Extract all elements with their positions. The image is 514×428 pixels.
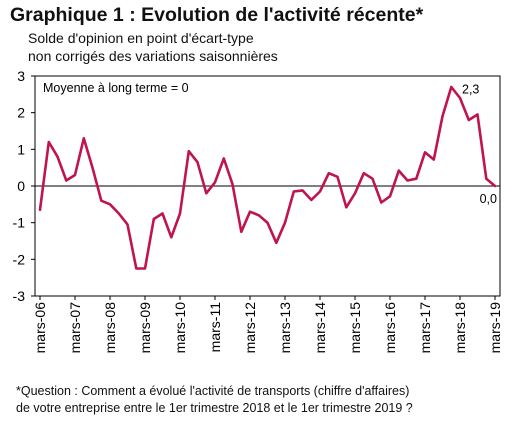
data-point <box>301 189 304 192</box>
data-point <box>354 192 356 195</box>
x-tick-label: mars-08 <box>102 302 118 354</box>
chart-title: Graphique 1 : Evolution de l'activité ré… <box>10 4 424 26</box>
x-tick-label: mars-17 <box>417 302 433 354</box>
data-point <box>214 181 216 184</box>
chart-axes: -3 -2 -1 0 1 2 3 mars-06 mars-07 mars-08 mars-09 ma… <box>13 68 503 353</box>
chart-labels: Moyenne à long terme = 0 2,3 0,0 <box>43 81 497 206</box>
data-point <box>170 236 173 239</box>
data-point <box>91 166 94 169</box>
x-tick-label: mars-13 <box>277 302 293 354</box>
x-tick-label: mars-12 <box>242 302 258 354</box>
data-point <box>100 199 103 202</box>
footnote-line1: *Question : Comment a évolué l'activité … <box>16 384 410 398</box>
data-point <box>336 175 339 178</box>
data-point <box>432 158 435 161</box>
long-term-mean-annotation: Moyenne à long terme = 0 <box>43 81 189 95</box>
data-point <box>319 190 321 193</box>
series-line <box>38 85 497 270</box>
x-tick-label: mars-10 <box>172 302 188 354</box>
data-point <box>144 267 146 270</box>
data-point <box>152 218 155 220</box>
y-tick-label: -1 <box>13 215 26 231</box>
x-tick-label: mars-15 <box>347 302 363 354</box>
data-point <box>275 241 278 244</box>
x-tick-label: mars-09 <box>137 302 153 354</box>
data-point <box>196 161 199 164</box>
data-point <box>65 179 68 182</box>
footnote-line2: de votre entreprise entre le 1er trimest… <box>16 401 413 415</box>
data-point <box>179 212 181 215</box>
data-point <box>126 223 129 226</box>
data-point <box>467 119 470 121</box>
data-point <box>257 214 260 217</box>
data-point <box>222 157 225 160</box>
data-point <box>450 86 453 88</box>
x-tick-label: mars-06 <box>32 302 48 354</box>
data-point <box>47 141 50 143</box>
data-point <box>205 192 208 195</box>
data-point <box>56 155 59 158</box>
chart-series <box>38 85 497 270</box>
chart-subtitle-line1: Solde d'opinion en point d'écart-type <box>28 30 254 46</box>
data-point <box>380 201 383 204</box>
x-tick-label: mars-07 <box>67 302 83 354</box>
y-tick-label: 1 <box>17 141 25 157</box>
data-point <box>327 172 330 175</box>
data-label-peak: 2,3 <box>462 83 479 97</box>
y-tick-label: 2 <box>17 105 25 121</box>
x-tick-label: mars-14 <box>312 302 328 354</box>
data-point <box>389 195 391 198</box>
data-point <box>362 172 365 175</box>
x-tick-label: mars-18 <box>452 302 468 354</box>
data-point <box>494 185 496 187</box>
data-point <box>135 267 138 270</box>
data-point <box>371 177 374 180</box>
data-point <box>109 203 111 206</box>
y-tick-label: 3 <box>17 68 25 84</box>
x-tick-label: mars-19 <box>487 302 503 354</box>
data-point <box>345 206 348 209</box>
data-point <box>476 113 479 116</box>
x-tick-label: mars-11 <box>207 302 223 353</box>
y-tick-label: -3 <box>13 288 26 304</box>
data-label-last: 0,0 <box>480 192 497 206</box>
data-point <box>187 150 190 153</box>
data-point <box>441 115 444 118</box>
y-tick-label: 0 <box>17 178 25 194</box>
data-point <box>284 221 286 224</box>
data-point <box>266 221 269 224</box>
x-tick-label: mars-16 <box>382 302 398 354</box>
data-point <box>74 174 76 176</box>
data-point <box>249 210 251 213</box>
data-point <box>485 177 488 180</box>
data-point <box>424 151 426 154</box>
data-point <box>292 190 295 193</box>
data-point <box>231 183 234 186</box>
data-point <box>310 199 313 201</box>
data-point <box>240 230 243 233</box>
data-point <box>397 169 400 172</box>
data-point <box>415 177 418 180</box>
data-point <box>459 97 461 99</box>
data-point <box>39 208 41 211</box>
data-point <box>406 179 409 182</box>
chart-subtitle-line2: non corrigés des variations saisonnières <box>28 48 278 64</box>
data-point <box>117 212 120 215</box>
data-point <box>82 137 85 140</box>
y-tick-label: -2 <box>13 251 26 267</box>
data-point <box>161 212 164 215</box>
